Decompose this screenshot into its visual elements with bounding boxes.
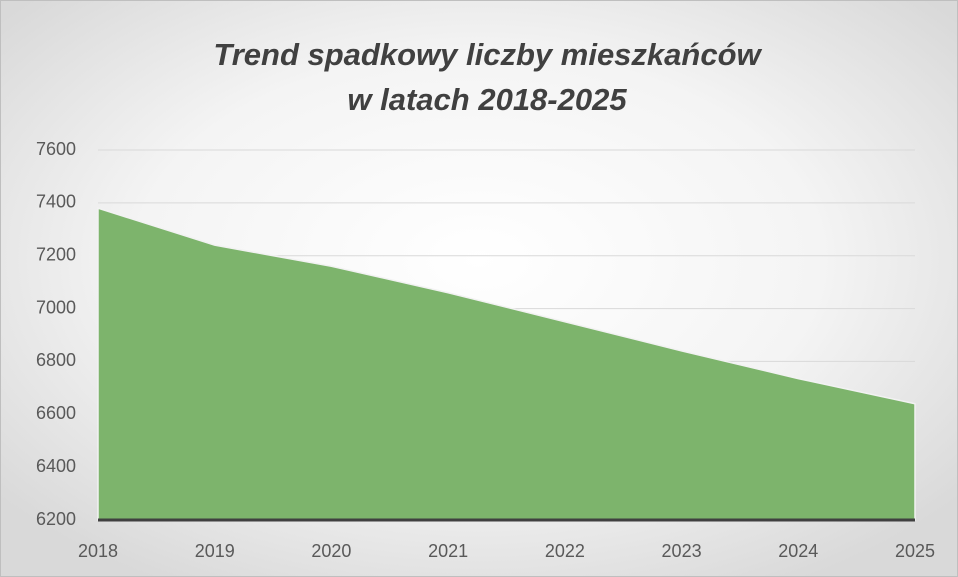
chart-title: w latach 2018-2025 [347,82,627,117]
x-tick-label: 2020 [311,541,351,561]
y-tick-label: 6600 [36,403,76,423]
chart-title: Trend spadkowy liczby mieszkańców [213,37,762,72]
y-tick-label: 7000 [36,297,76,317]
x-tick-label: 2021 [428,541,468,561]
x-tick-label: 2025 [895,541,935,561]
y-tick-label: 6200 [36,509,76,529]
x-tick-label: 2022 [545,541,585,561]
x-tick-label: 2018 [78,541,118,561]
x-tick-label: 2023 [662,541,702,561]
y-tick-label: 6800 [36,350,76,370]
x-tick-label: 2024 [778,541,818,561]
y-tick-label: 6400 [36,456,76,476]
x-tick-label: 2019 [195,541,235,561]
y-tick-label: 7400 [36,192,76,212]
area [97,207,916,521]
y-tick-label: 7600 [36,139,76,159]
y-tick-label: 7200 [36,244,76,264]
